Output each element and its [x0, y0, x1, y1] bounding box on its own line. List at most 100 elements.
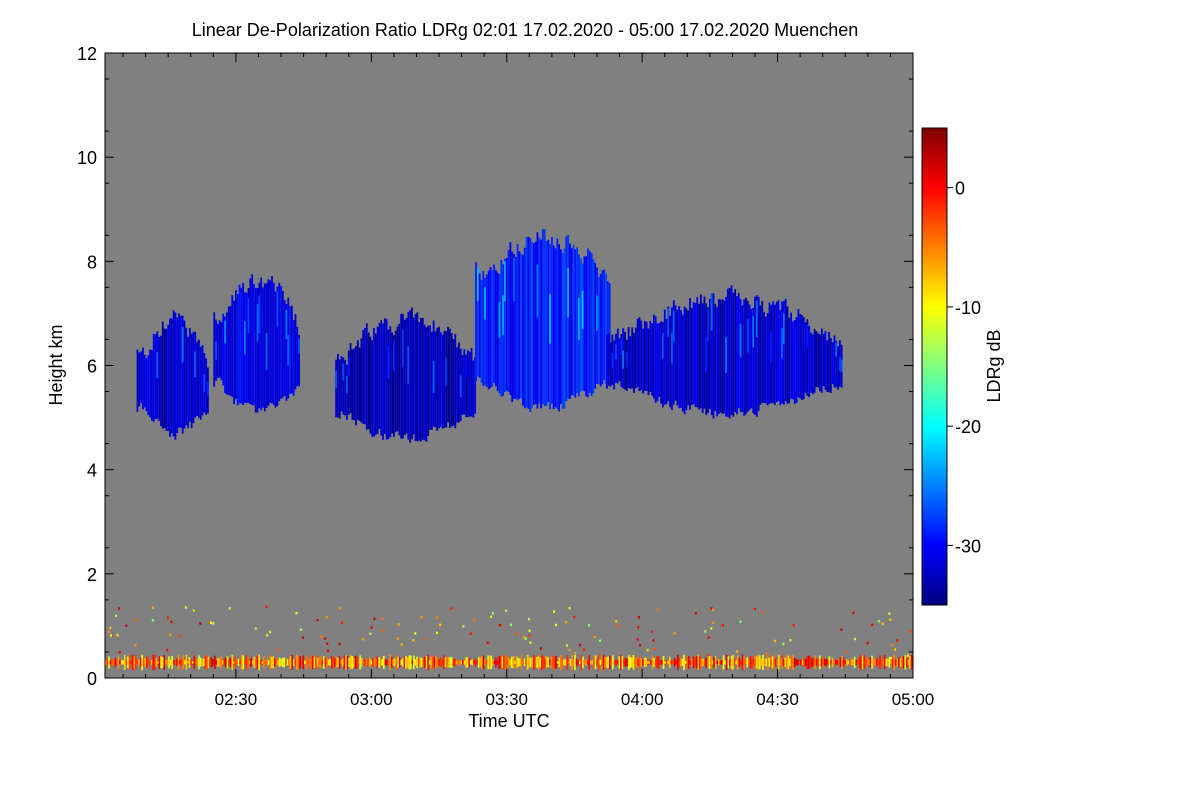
surface-speckle [161, 657, 164, 668]
ldr-column [158, 336, 161, 422]
surface-speckle [473, 660, 475, 665]
ldr-column [543, 229, 546, 407]
surface-speckle [193, 655, 196, 670]
surface-speckle [686, 656, 688, 669]
ldr-column [710, 293, 713, 416]
ldr-column [518, 251, 521, 399]
ldr-column [169, 318, 171, 437]
surface-speckle [785, 654, 788, 670]
ldr-column [380, 320, 383, 436]
ldr-column [465, 354, 468, 418]
ldr-streak [746, 319, 749, 353]
surface-speckle [272, 656, 275, 669]
ldr-column [470, 348, 473, 417]
surface-speckle [667, 660, 670, 665]
ldr-column [734, 289, 737, 413]
colorbar-tick-label: -20 [955, 417, 981, 437]
ldr-column [754, 296, 756, 415]
noise-pixel [710, 627, 713, 630]
noise-pixel [118, 650, 121, 654]
ldr-column [161, 321, 164, 429]
ldr-column [652, 314, 655, 399]
ldr-column [651, 323, 653, 396]
ldr-column [730, 285, 733, 415]
ldr-column [179, 315, 182, 428]
surface-speckle [597, 654, 600, 671]
surface-speckle [796, 659, 799, 666]
surface-speckle [770, 656, 772, 669]
ldr-column [160, 335, 162, 427]
ldr-column [335, 359, 338, 418]
surface-speckle [119, 660, 121, 665]
surface-speckle [879, 655, 881, 670]
noise-pixel [617, 624, 620, 628]
surface-speckle [834, 660, 837, 665]
surface-speckle [112, 658, 115, 667]
surface-speckle [207, 656, 210, 668]
noise-pixel [301, 636, 304, 639]
noise-pixel [528, 629, 531, 633]
ldr-column [183, 320, 186, 429]
ldr-column [597, 276, 600, 384]
noise-pixel [370, 626, 373, 629]
noise-pixel [107, 630, 110, 634]
surface-speckle [198, 655, 200, 670]
noise-pixel [170, 620, 173, 624]
ldr-column [550, 237, 553, 404]
surface-speckle [773, 655, 775, 670]
surface-speckle [166, 659, 169, 666]
surface-speckle [454, 658, 456, 666]
surface-speckle [711, 660, 714, 665]
noise-pixel [651, 630, 654, 634]
surface-speckle [364, 658, 366, 667]
surface-speckle [285, 658, 287, 667]
surface-speckle [180, 658, 183, 667]
ldr-column [290, 305, 293, 394]
ldr-streak [407, 346, 410, 385]
surface-speckle [372, 657, 374, 667]
ldr-column [493, 264, 496, 384]
ldr-column [620, 334, 623, 387]
surface-speckle [133, 656, 136, 669]
noise-pixel [739, 620, 742, 623]
ldr-streak [739, 323, 742, 358]
noise-pixel [295, 611, 298, 615]
surface-speckle [708, 655, 711, 669]
surface-speckle [462, 660, 464, 665]
surface-speckle [841, 655, 843, 669]
surface-speckle [293, 659, 295, 666]
surface-speckle [280, 658, 282, 666]
ldr-column [382, 323, 384, 440]
colorbar [921, 127, 948, 606]
surface-speckle [525, 659, 527, 665]
surface-speckle [368, 657, 371, 667]
surface-speckle [534, 657, 537, 668]
ldr-column [525, 237, 528, 408]
ldr-column [663, 309, 666, 405]
ldr-column [717, 299, 720, 415]
ldr-column [660, 321, 663, 404]
surface-speckle [580, 654, 583, 671]
surface-speckle [168, 656, 170, 669]
surface-speckle [634, 658, 636, 667]
surface-speckle [266, 658, 268, 666]
surface-speckle [533, 654, 535, 670]
surface-speckle [629, 656, 632, 668]
surface-speckle [267, 660, 270, 665]
surface-speckle [400, 659, 403, 665]
surface-speckle [310, 654, 312, 670]
surface-speckle [909, 656, 911, 669]
surface-speckle [231, 654, 233, 670]
surface-speckle [469, 660, 472, 665]
surface-speckle [890, 660, 892, 665]
ldr-column [541, 229, 544, 405]
surface-speckle [171, 655, 173, 669]
surface-speckle [608, 655, 611, 670]
ldr-column [258, 282, 261, 409]
ldr-streak [402, 329, 404, 368]
ldr-column [489, 267, 492, 388]
ldr-column [608, 282, 611, 375]
ldr-column [690, 308, 693, 406]
noise-pixel [491, 612, 494, 615]
surface-speckle [759, 655, 761, 670]
